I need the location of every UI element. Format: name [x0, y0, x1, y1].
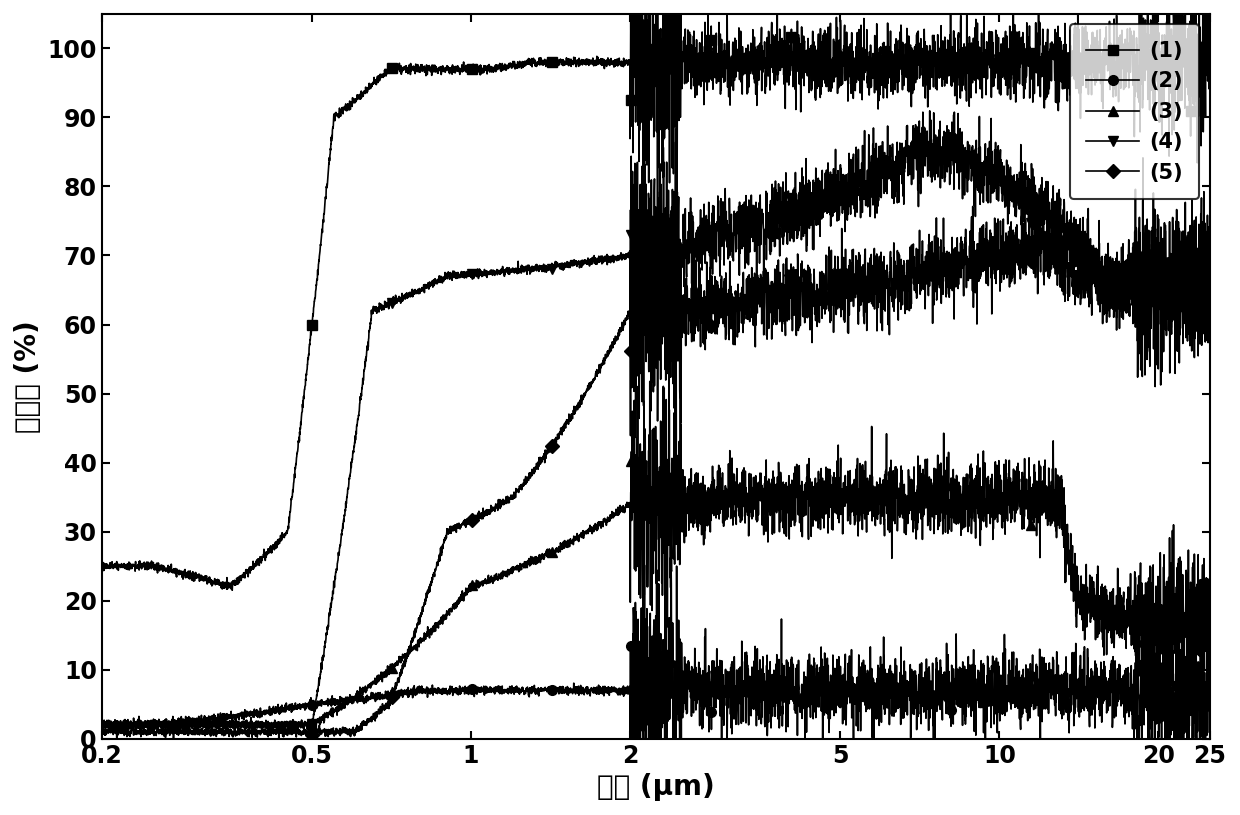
- Y-axis label: 反射率 (%): 反射率 (%): [14, 320, 42, 433]
- Legend: (1), (2), (3), (4), (5): (1), (2), (3), (4), (5): [1070, 24, 1199, 200]
- X-axis label: 波长 (μm): 波长 (μm): [596, 773, 714, 801]
